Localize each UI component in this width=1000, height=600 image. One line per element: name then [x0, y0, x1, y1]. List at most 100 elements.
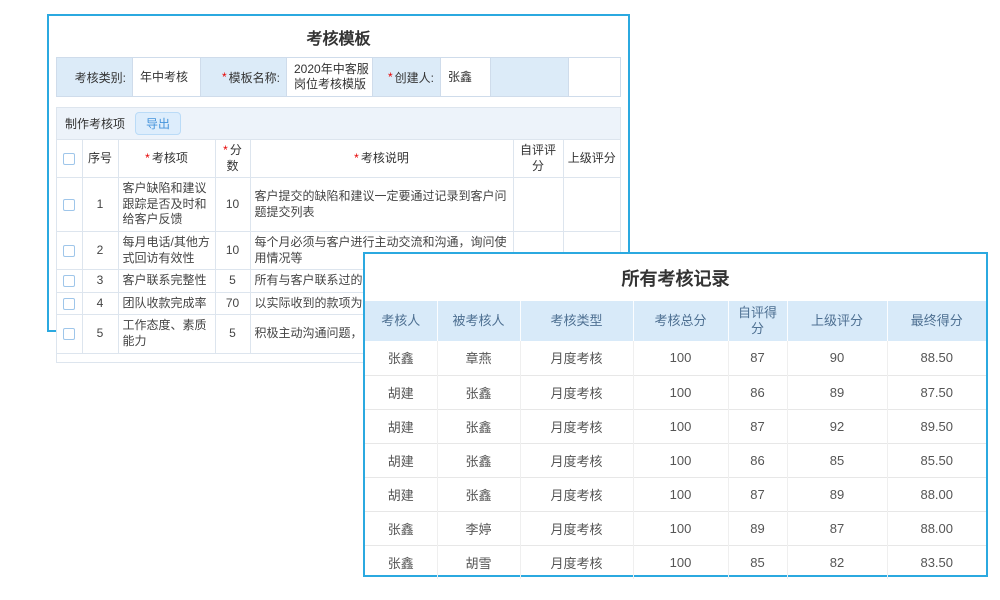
total-score-cell: 100	[632, 442, 728, 477]
item-desc: 客户提交的缺陷和建议一定要通过记录到客户问题提交列表	[249, 177, 514, 232]
item-score: 5	[214, 269, 251, 293]
item-name: 每月电话/其他方式回访有效性	[117, 230, 216, 271]
row-checkbox[interactable]	[63, 274, 76, 287]
item-score: 10	[214, 230, 251, 271]
total-score-cell: 100	[632, 408, 728, 443]
item-name: 客户联系完整性	[117, 269, 216, 293]
assessment-category-label: 考核类别:	[57, 58, 133, 96]
assessment-type-cell: 月度考核	[519, 408, 633, 443]
self-score-cell: 86	[727, 374, 787, 409]
supervisor-score-cell: 89	[786, 476, 887, 511]
make-assessment-items-tab[interactable]: 制作考核项	[65, 117, 126, 131]
assessment-record-row: 胡建 张鑫 月度考核 100 87 89 88.00	[365, 476, 986, 511]
assessee-cell: 张鑫	[436, 442, 520, 477]
col-score: * 分数	[214, 138, 251, 179]
total-score-cell: 100	[632, 341, 728, 375]
required-star-icon: *	[387, 70, 393, 84]
export-button[interactable]: 导出	[135, 112, 182, 135]
row-checkbox[interactable]	[63, 198, 76, 211]
supervisor-score-cell: 92	[786, 408, 887, 443]
supervisor-score-cell: 89	[786, 374, 887, 409]
total-score-cell: 100	[632, 476, 728, 511]
assessee-cell: 章燕	[436, 341, 520, 375]
template-form: 考核类别: 年中考核 * 模板名称: 2020年中客服岗位考核模版 * 创建人:…	[56, 57, 621, 97]
records-col-header: 自评得分	[727, 301, 787, 341]
template-name-label: * 模板名称:	[201, 58, 287, 96]
row-checkbox[interactable]	[63, 327, 76, 340]
required-star-icon: *	[221, 70, 227, 84]
self-score-cell: 89	[727, 510, 787, 545]
assessment-type-cell: 月度考核	[519, 544, 633, 579]
total-score-cell: 100	[632, 374, 728, 409]
template-panel-title: 考核模板	[306, 31, 371, 48]
assessee-cell: 张鑫	[436, 476, 520, 511]
total-score-cell: 100	[632, 510, 728, 545]
records-col-header: 考核总分	[632, 301, 728, 341]
item-name: 客户缺陷和建议跟踪是否及时和给客户反馈	[117, 177, 216, 232]
records-panel-title: 所有考核记录	[621, 269, 730, 289]
self-score-cell: 87	[727, 341, 787, 375]
checkbox-cell	[57, 269, 83, 293]
creator-value: 张鑫	[441, 58, 491, 96]
item-score: 70	[214, 291, 251, 316]
row-checkbox[interactable]	[63, 297, 76, 310]
assessor-cell: 胡建	[365, 476, 437, 511]
records-table-header-row: 考核人 被考核人 考核类型 考核总分 自评得分 上级评分 最终得分	[365, 301, 986, 341]
items-table-header-row: 序号 * 考核项 * 分数 * 考核说明 自评评分 上级评分	[57, 138, 620, 179]
assessment-type-cell: 月度考核	[519, 510, 633, 545]
assessor-cell: 胡建	[365, 408, 437, 443]
empty-form-label	[491, 58, 569, 96]
col-self-score: 自评评分	[512, 138, 564, 179]
col-desc: * 考核说明	[249, 138, 514, 179]
records-col-header: 考核人	[365, 301, 437, 341]
supervisor-score-cell: 90	[786, 341, 887, 375]
assessment-item-row: 1 客户缺陷和建议跟踪是否及时和给客户反馈 10 客户提交的缺陷和建议一定要通过记录到…	[57, 177, 620, 232]
assessment-records-table: 考核人 被考核人 考核类型 考核总分 自评得分 上级评分 最终得分 张鑫 章燕 月度考核 100 8…	[365, 301, 986, 579]
assessor-cell: 胡建	[365, 374, 437, 409]
checkbox-cell	[57, 177, 83, 232]
template-name-value: 2020年中客服岗位考核模版	[287, 58, 373, 96]
assessee-cell: 张鑫	[436, 374, 520, 409]
required-star-icon: *	[145, 150, 150, 165]
self-score-cell: 85	[727, 544, 787, 579]
required-star-icon: *	[223, 143, 228, 157]
assessor-cell: 张鑫	[365, 544, 437, 579]
select-all-checkbox[interactable]	[63, 152, 76, 165]
assessment-record-row: 胡建 张鑫 月度考核 100 86 89 87.50	[365, 374, 986, 409]
final-score-cell: 88.00	[886, 476, 986, 511]
supervisor-score-cell: 82	[786, 544, 887, 579]
items-toolbar: 制作考核项 导出	[57, 108, 620, 139]
item-score: 10	[214, 177, 251, 232]
supervisor-score-cell: 85	[786, 442, 887, 477]
assessment-type-cell: 月度考核	[519, 442, 633, 477]
assessment-category-value: 年中考核	[133, 58, 201, 96]
assessment-record-row: 胡建 张鑫 月度考核 100 86 85 85.50	[365, 442, 986, 477]
item-no: 2	[81, 230, 119, 271]
item-no: 5	[81, 314, 119, 354]
select-all-cell	[57, 138, 83, 179]
assessment-type-cell: 月度考核	[519, 374, 633, 409]
row-checkbox[interactable]	[63, 244, 76, 257]
assessor-cell: 胡建	[365, 442, 437, 477]
assessee-cell: 胡雪	[436, 544, 520, 579]
item-no: 1	[81, 177, 119, 232]
final-score-cell: 88.00	[886, 510, 986, 545]
final-score-cell: 88.50	[886, 341, 986, 375]
final-score-cell: 87.50	[886, 374, 986, 409]
self-score-cell: 86	[727, 442, 787, 477]
item-name: 团队收款完成率	[117, 291, 216, 316]
item-name: 工作态度、素质能力	[117, 314, 216, 354]
self-score-cell: 87	[727, 408, 787, 443]
assessment-record-row: 张鑫 章燕 月度考核 100 87 90 88.50	[365, 341, 986, 375]
required-star-icon: *	[354, 150, 359, 165]
col-supervisor-score: 上级评分	[562, 138, 620, 179]
checkbox-cell	[57, 230, 83, 271]
item-no: 4	[81, 291, 119, 316]
final-score-cell: 83.50	[886, 544, 986, 579]
item-no: 3	[81, 269, 119, 293]
final-score-cell: 89.50	[886, 408, 986, 443]
assessee-cell: 张鑫	[436, 408, 520, 443]
assessment-records-panel: 所有考核记录 考核人 被考核人 考核类型 考核总分 自评得分 上级评分 最终得分 张鑫 章燕月…	[363, 252, 988, 579]
col-item: * 考核项	[117, 138, 216, 179]
